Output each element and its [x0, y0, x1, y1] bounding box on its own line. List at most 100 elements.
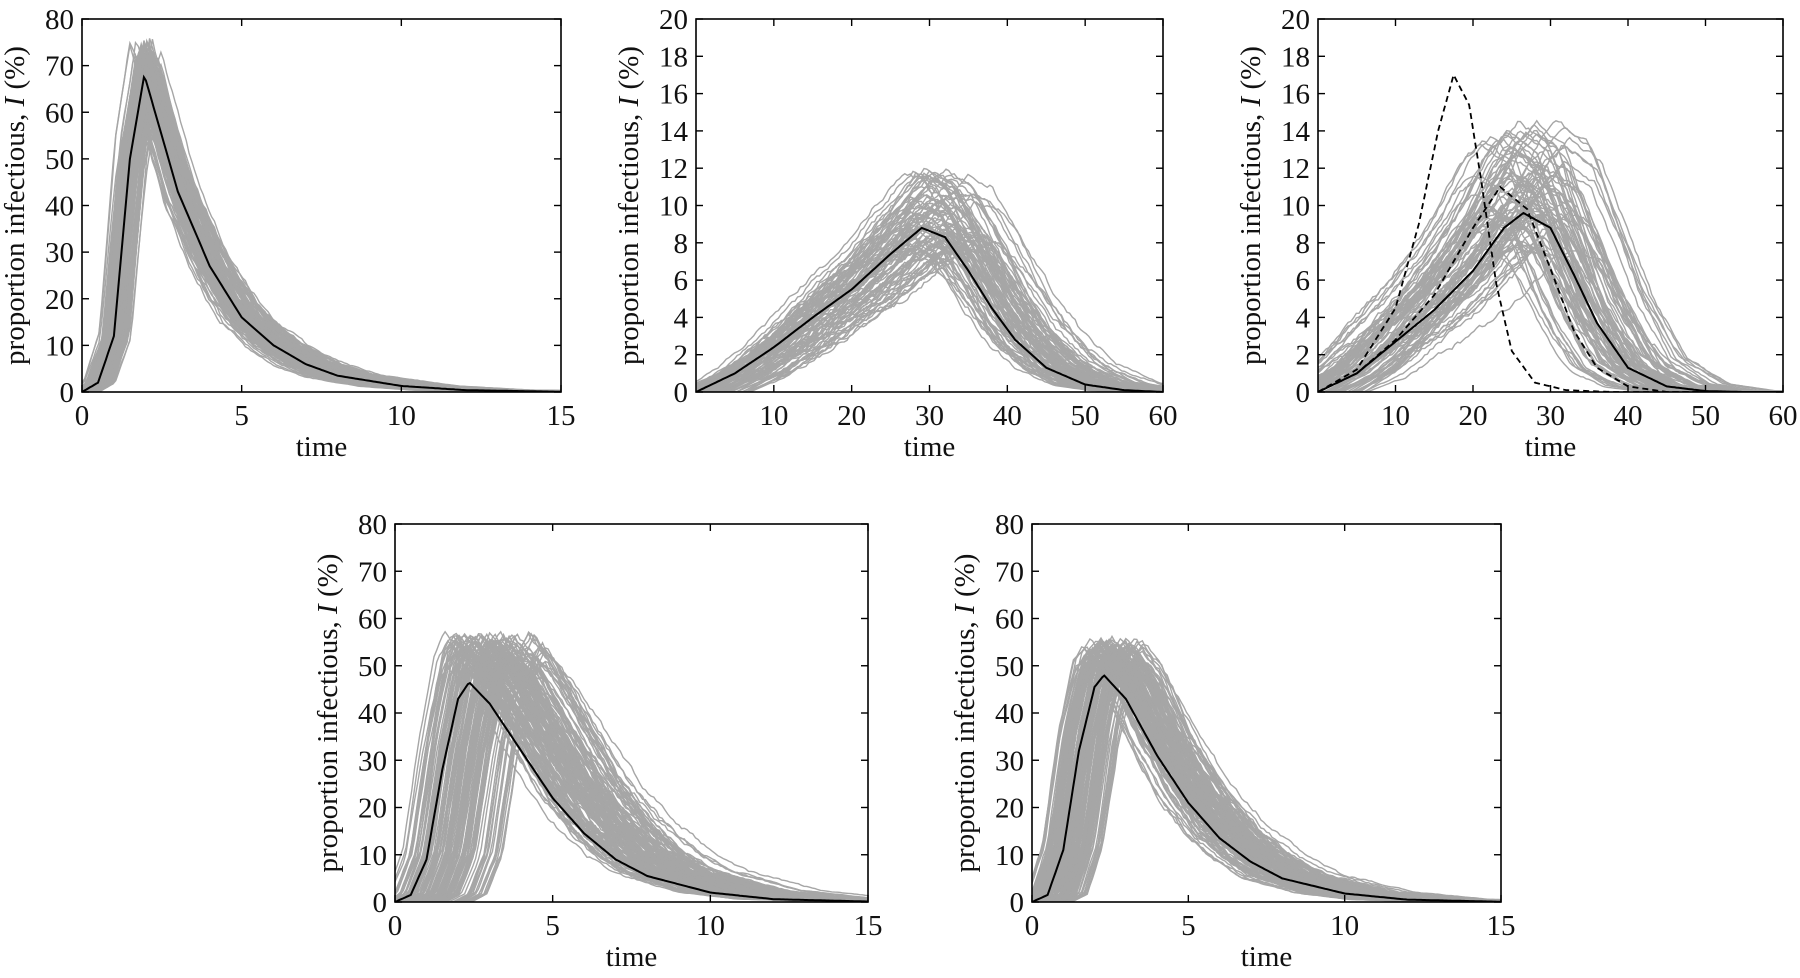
- y-tick-label: 0: [373, 887, 388, 919]
- y-tick-label: 80: [995, 509, 1024, 541]
- simulation-run-line: [82, 78, 561, 392]
- y-tick-label: 14: [659, 116, 689, 148]
- chart-panel-3: 10 20 30 40 50 60 0 2 4 6 8 10 12 14 16 18 20 time proport…: [1235, 4, 1798, 463]
- y-tick-label: 10: [45, 330, 74, 362]
- y-tick-label: 10: [358, 840, 387, 872]
- y-axis-label: proportion infectious, I (%): [312, 554, 344, 873]
- x-tick-label: 10: [1330, 910, 1359, 942]
- y-tick-label: 20: [358, 793, 387, 825]
- mean-curve-line: [696, 226, 1163, 392]
- mean-curve-line: [395, 681, 868, 902]
- y-tick-label: 2: [674, 340, 689, 372]
- x-tick-label: 15: [1487, 910, 1516, 942]
- simulation-run-line: [395, 636, 868, 902]
- mean-curve-line: [1032, 674, 1501, 902]
- simulation-run-line: [1318, 194, 1783, 392]
- mean-curve-line: [82, 74, 561, 392]
- simulation-run-line: [1318, 211, 1783, 392]
- simulation-run-line: [696, 185, 1163, 392]
- y-tick-label: 20: [659, 4, 688, 36]
- simulation-run-line: [1318, 144, 1783, 392]
- simulation-runs: [395, 630, 868, 902]
- simulation-run-line: [696, 241, 1163, 392]
- dashed-curve-line: [1318, 185, 1783, 392]
- simulation-run-line: [395, 636, 868, 901]
- y-tick-label: 12: [1281, 153, 1310, 185]
- x-axis-label: time: [1241, 941, 1293, 973]
- y-axis-label: proportion infectious, I (%): [949, 554, 981, 873]
- y-tick-label: 70: [995, 556, 1024, 588]
- y-tick-label: 20: [1281, 4, 1310, 36]
- simulation-run-line: [696, 173, 1163, 392]
- simulation-run-line: [1318, 185, 1783, 392]
- simulation-run-line: [696, 175, 1163, 392]
- y-tick-label: 4: [674, 302, 689, 334]
- x-tick-label: 60: [1769, 400, 1798, 432]
- y-tick-label: 70: [45, 51, 74, 83]
- y-tick-label: 30: [45, 237, 74, 269]
- y-tick-label: 6: [1296, 265, 1311, 297]
- x-tick-label: 20: [1459, 400, 1488, 432]
- simulation-run-line: [1318, 250, 1783, 392]
- y-tick-label: 0: [1010, 887, 1025, 919]
- x-tick-label: 15: [547, 400, 576, 432]
- x-tick-label: 0: [75, 400, 90, 432]
- y-tick-label: 0: [674, 377, 689, 409]
- x-tick-label: 30: [915, 400, 944, 432]
- y-tick-label: 60: [358, 604, 387, 636]
- simulation-run-line: [696, 192, 1163, 392]
- chart-panel-4: 0 5 10 15 0 10 20 30 40 50 60 70 80 time proportion in…: [312, 509, 883, 973]
- y-tick-label: 50: [995, 651, 1024, 683]
- y-tick-label: 16: [1281, 79, 1310, 111]
- simulation-run-line: [1318, 166, 1783, 392]
- x-tick-label: 50: [1071, 400, 1100, 432]
- y-axis-label: proportion infectious, I (%): [0, 46, 31, 365]
- simulation-run-line: [696, 245, 1163, 392]
- y-tick-label: 0: [1296, 377, 1311, 409]
- x-tick-label: 10: [1381, 400, 1410, 432]
- simulation-run-line: [1318, 202, 1783, 392]
- simulation-run-line: [1318, 160, 1783, 392]
- simulation-run-line: [82, 98, 561, 392]
- y-tick-label: 80: [358, 509, 387, 541]
- y-tick-label: 14: [1281, 116, 1311, 148]
- simulation-run-line: [395, 640, 868, 902]
- y-tick-label: 10: [995, 840, 1024, 872]
- y-tick-label: 6: [674, 265, 689, 297]
- simulation-run-line: [696, 171, 1163, 391]
- y-tick-label: 20: [995, 793, 1024, 825]
- simulation-run-line: [696, 223, 1163, 392]
- y-tick-label: 10: [1281, 191, 1310, 223]
- y-axis-label: proportion infectious, I (%): [1235, 46, 1267, 365]
- y-tick-label: 20: [45, 284, 74, 316]
- axes-frame: [1317, 18, 1784, 393]
- simulation-runs: [1318, 119, 1783, 392]
- x-tick-label: 5: [545, 910, 560, 942]
- y-tick-label: 8: [1296, 228, 1311, 260]
- simulation-runs: [696, 167, 1163, 392]
- x-tick-label: 10: [387, 400, 416, 432]
- x-tick-label: 5: [1181, 910, 1196, 942]
- y-tick-label: 0: [60, 377, 75, 409]
- simulation-run-line: [696, 193, 1163, 392]
- y-tick-label: 50: [358, 651, 387, 683]
- simulation-run-line: [82, 99, 561, 392]
- x-tick-label: 0: [1025, 910, 1040, 942]
- x-axis-label: time: [606, 941, 658, 973]
- y-tick-label: 10: [659, 191, 688, 223]
- x-tick-label: 10: [759, 400, 788, 432]
- y-tick-label: 50: [45, 144, 74, 176]
- y-tick-label: 30: [358, 745, 387, 777]
- simulation-run-line: [395, 645, 868, 902]
- x-axis-label: time: [296, 431, 348, 463]
- chart-panel-2: 10 20 30 40 50 60 0 2 4 6 8 10 12 14 16 18 20 time proport…: [613, 4, 1178, 463]
- y-tick-label: 40: [358, 698, 387, 730]
- y-tick-label: 80: [45, 4, 74, 36]
- chart-panel-5: 0 5 10 15 0 10 20 30 40 50 60 70 80 time proportion in…: [949, 509, 1516, 973]
- y-tick-label: 4: [1296, 302, 1311, 334]
- y-tick-label: 12: [659, 153, 688, 185]
- simulation-runs: [82, 38, 561, 392]
- y-tick-label: 60: [45, 97, 74, 129]
- y-tick-label: 30: [995, 745, 1024, 777]
- y-tick-label: 8: [674, 228, 689, 260]
